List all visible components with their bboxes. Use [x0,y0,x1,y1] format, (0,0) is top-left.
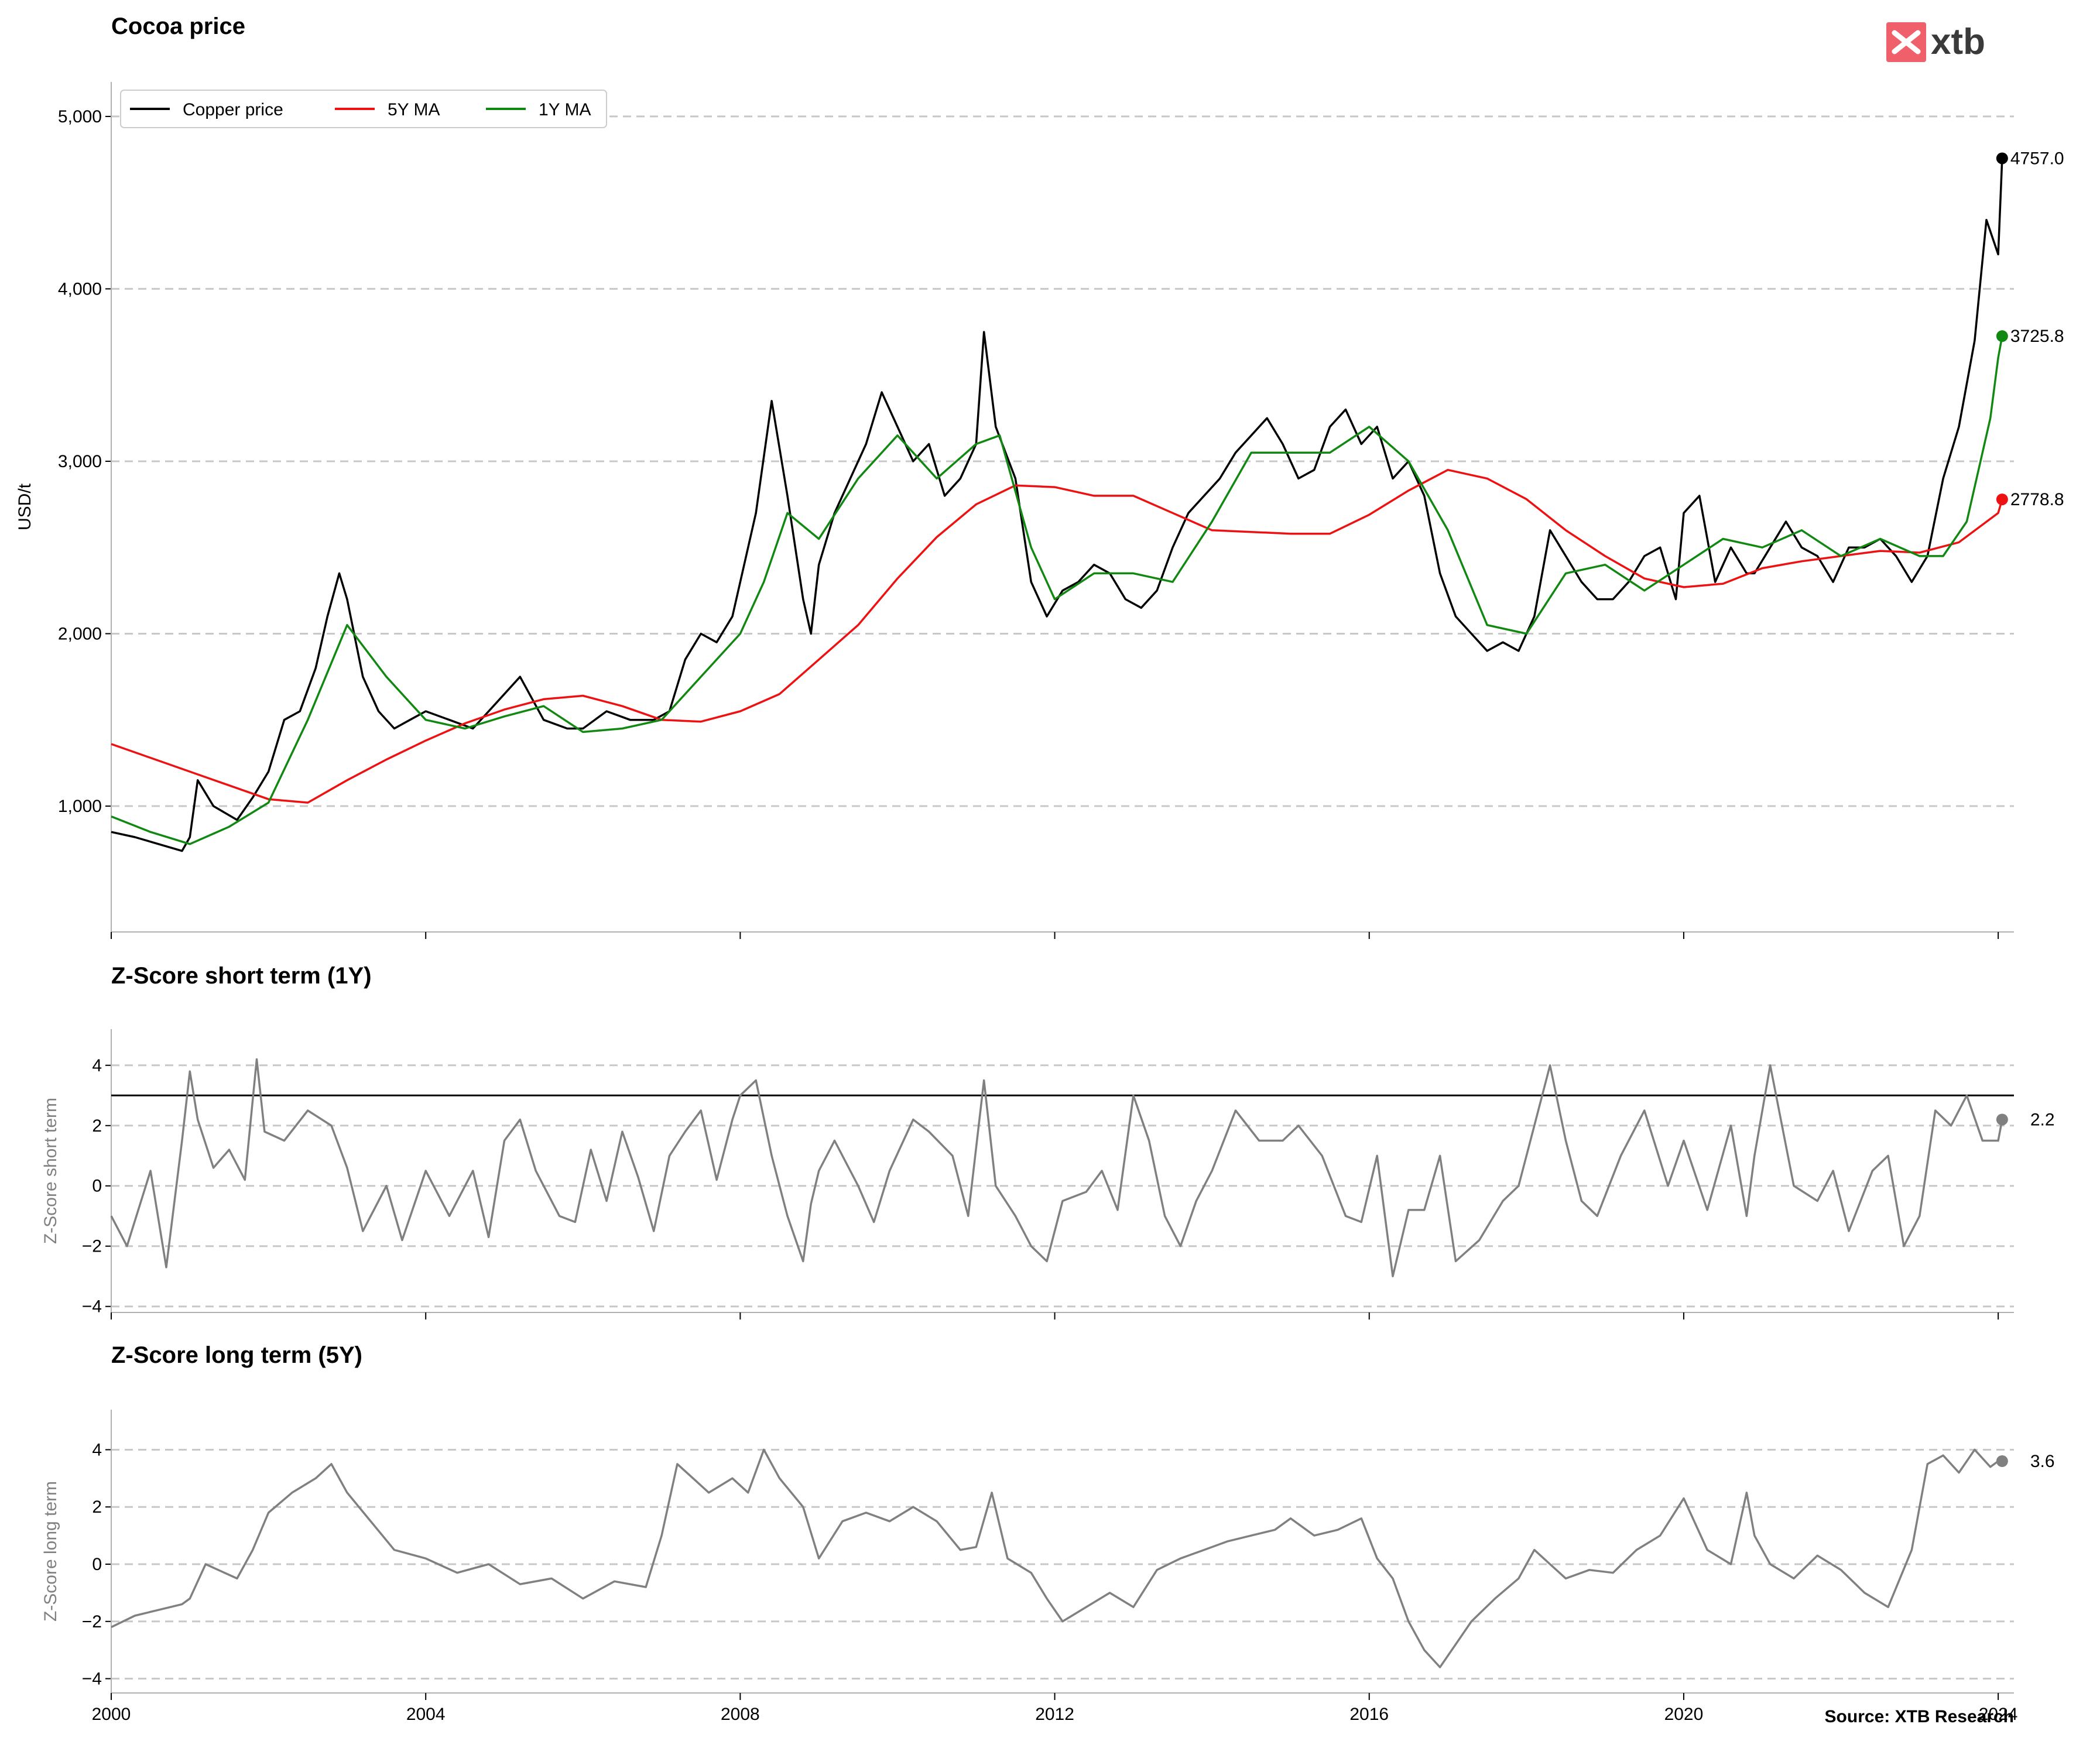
zshort-series-lines [110,1058,2014,1277]
x-tick-label: 2008 [721,1705,760,1724]
series-line-0 [111,158,2003,852]
zlong-gridlines [111,1448,2014,1680]
y-tick-label: −2 [82,1237,102,1256]
y-tick-label: −4 [82,1670,102,1689]
price-chart-title: Cocoa price [111,13,245,39]
price-gridlines [111,115,2014,807]
y-tick-label: 2,000 [58,624,102,643]
zlong-y-axis-label: Z-Score long term [41,1481,60,1622]
end-value-label: 3.6 [2030,1452,2055,1471]
zscore-long-title: Z-Score long term (5Y) [111,1342,362,1368]
end-marker [1996,330,2008,342]
zshort-gridlines [111,1064,2014,1308]
end-marker [1996,152,2008,164]
y-tick-label: 0 [92,1555,102,1574]
x-tick-label: 2024 [1979,1705,2018,1724]
legend-label-5y-ma: 5Y MA [388,100,440,119]
y-tick-label: 2 [92,1116,102,1136]
legend-label-1y-ma: 1Y MA [539,100,591,119]
price-end-labels: 4757.0 3725.8 2778.8 [1996,149,2064,509]
series-line-0 [111,1448,2002,1668]
zlong-axes: −4 −2 0 2 4 2000 2004 2008 2012 2016 2020 2024 [82,1410,2018,1724]
source-note: Source: XTB Research [1825,1707,2014,1726]
y-tick-label: 5,000 [58,107,102,126]
zshort-y-axis-label: Z-Score short term [41,1098,60,1244]
price-y-axis-label: USD/t [15,483,35,530]
x-tick-label: 2016 [1349,1705,1389,1724]
legend-label-price: Copper price [183,100,283,119]
xtb-logo-text: xtb [1931,22,1985,62]
x-tick-label: 2004 [406,1705,446,1724]
x-tick-label: 2000 [92,1705,131,1724]
y-tick-label: 4 [92,1440,102,1459]
end-marker [1996,1455,2008,1467]
end-value-label: 4757.0 [2010,149,2064,168]
y-tick-label: −4 [82,1297,102,1317]
price-series-lines [111,158,2003,852]
y-tick-label: 4 [92,1056,102,1075]
y-tick-label: −2 [82,1612,102,1632]
end-value-label: 2.2 [2030,1110,2055,1129]
xtb-logo: xtb [1886,22,1985,62]
x-tick-label: 2020 [1664,1705,1704,1724]
x-tick-label: 2012 [1035,1705,1074,1724]
price-legend: Copper price 5Y MA 1Y MA [120,90,607,128]
zlong-end-labels: 3.6 [1996,1452,2055,1471]
xtb-x-icon-glyph [1892,30,1921,54]
end-value-label: 3725.8 [2010,327,2064,346]
y-tick-label: 1,000 [58,797,102,816]
y-tick-label: 2 [92,1497,102,1517]
zshort-end-labels: 2.2 [1996,1110,2055,1129]
y-tick-label: 4,000 [58,279,102,299]
zlong-series-lines [111,1448,2002,1668]
price-axes: 1,000 2,000 3,000 4,000 5,000 [58,82,2014,939]
series-line-1 [111,468,2003,804]
series-line-2 [111,335,2003,845]
end-marker [1996,1113,2008,1126]
zscore-short-title: Z-Score short term (1Y) [111,963,372,989]
y-tick-label: 3,000 [58,452,102,471]
y-tick-label: 0 [92,1177,102,1196]
series-line-0 [110,1058,2003,1277]
end-marker [1996,493,2008,506]
zshort-axes: −4 −2 0 2 4 [82,1029,2014,1319]
end-value-label: 2778.8 [2010,490,2064,509]
